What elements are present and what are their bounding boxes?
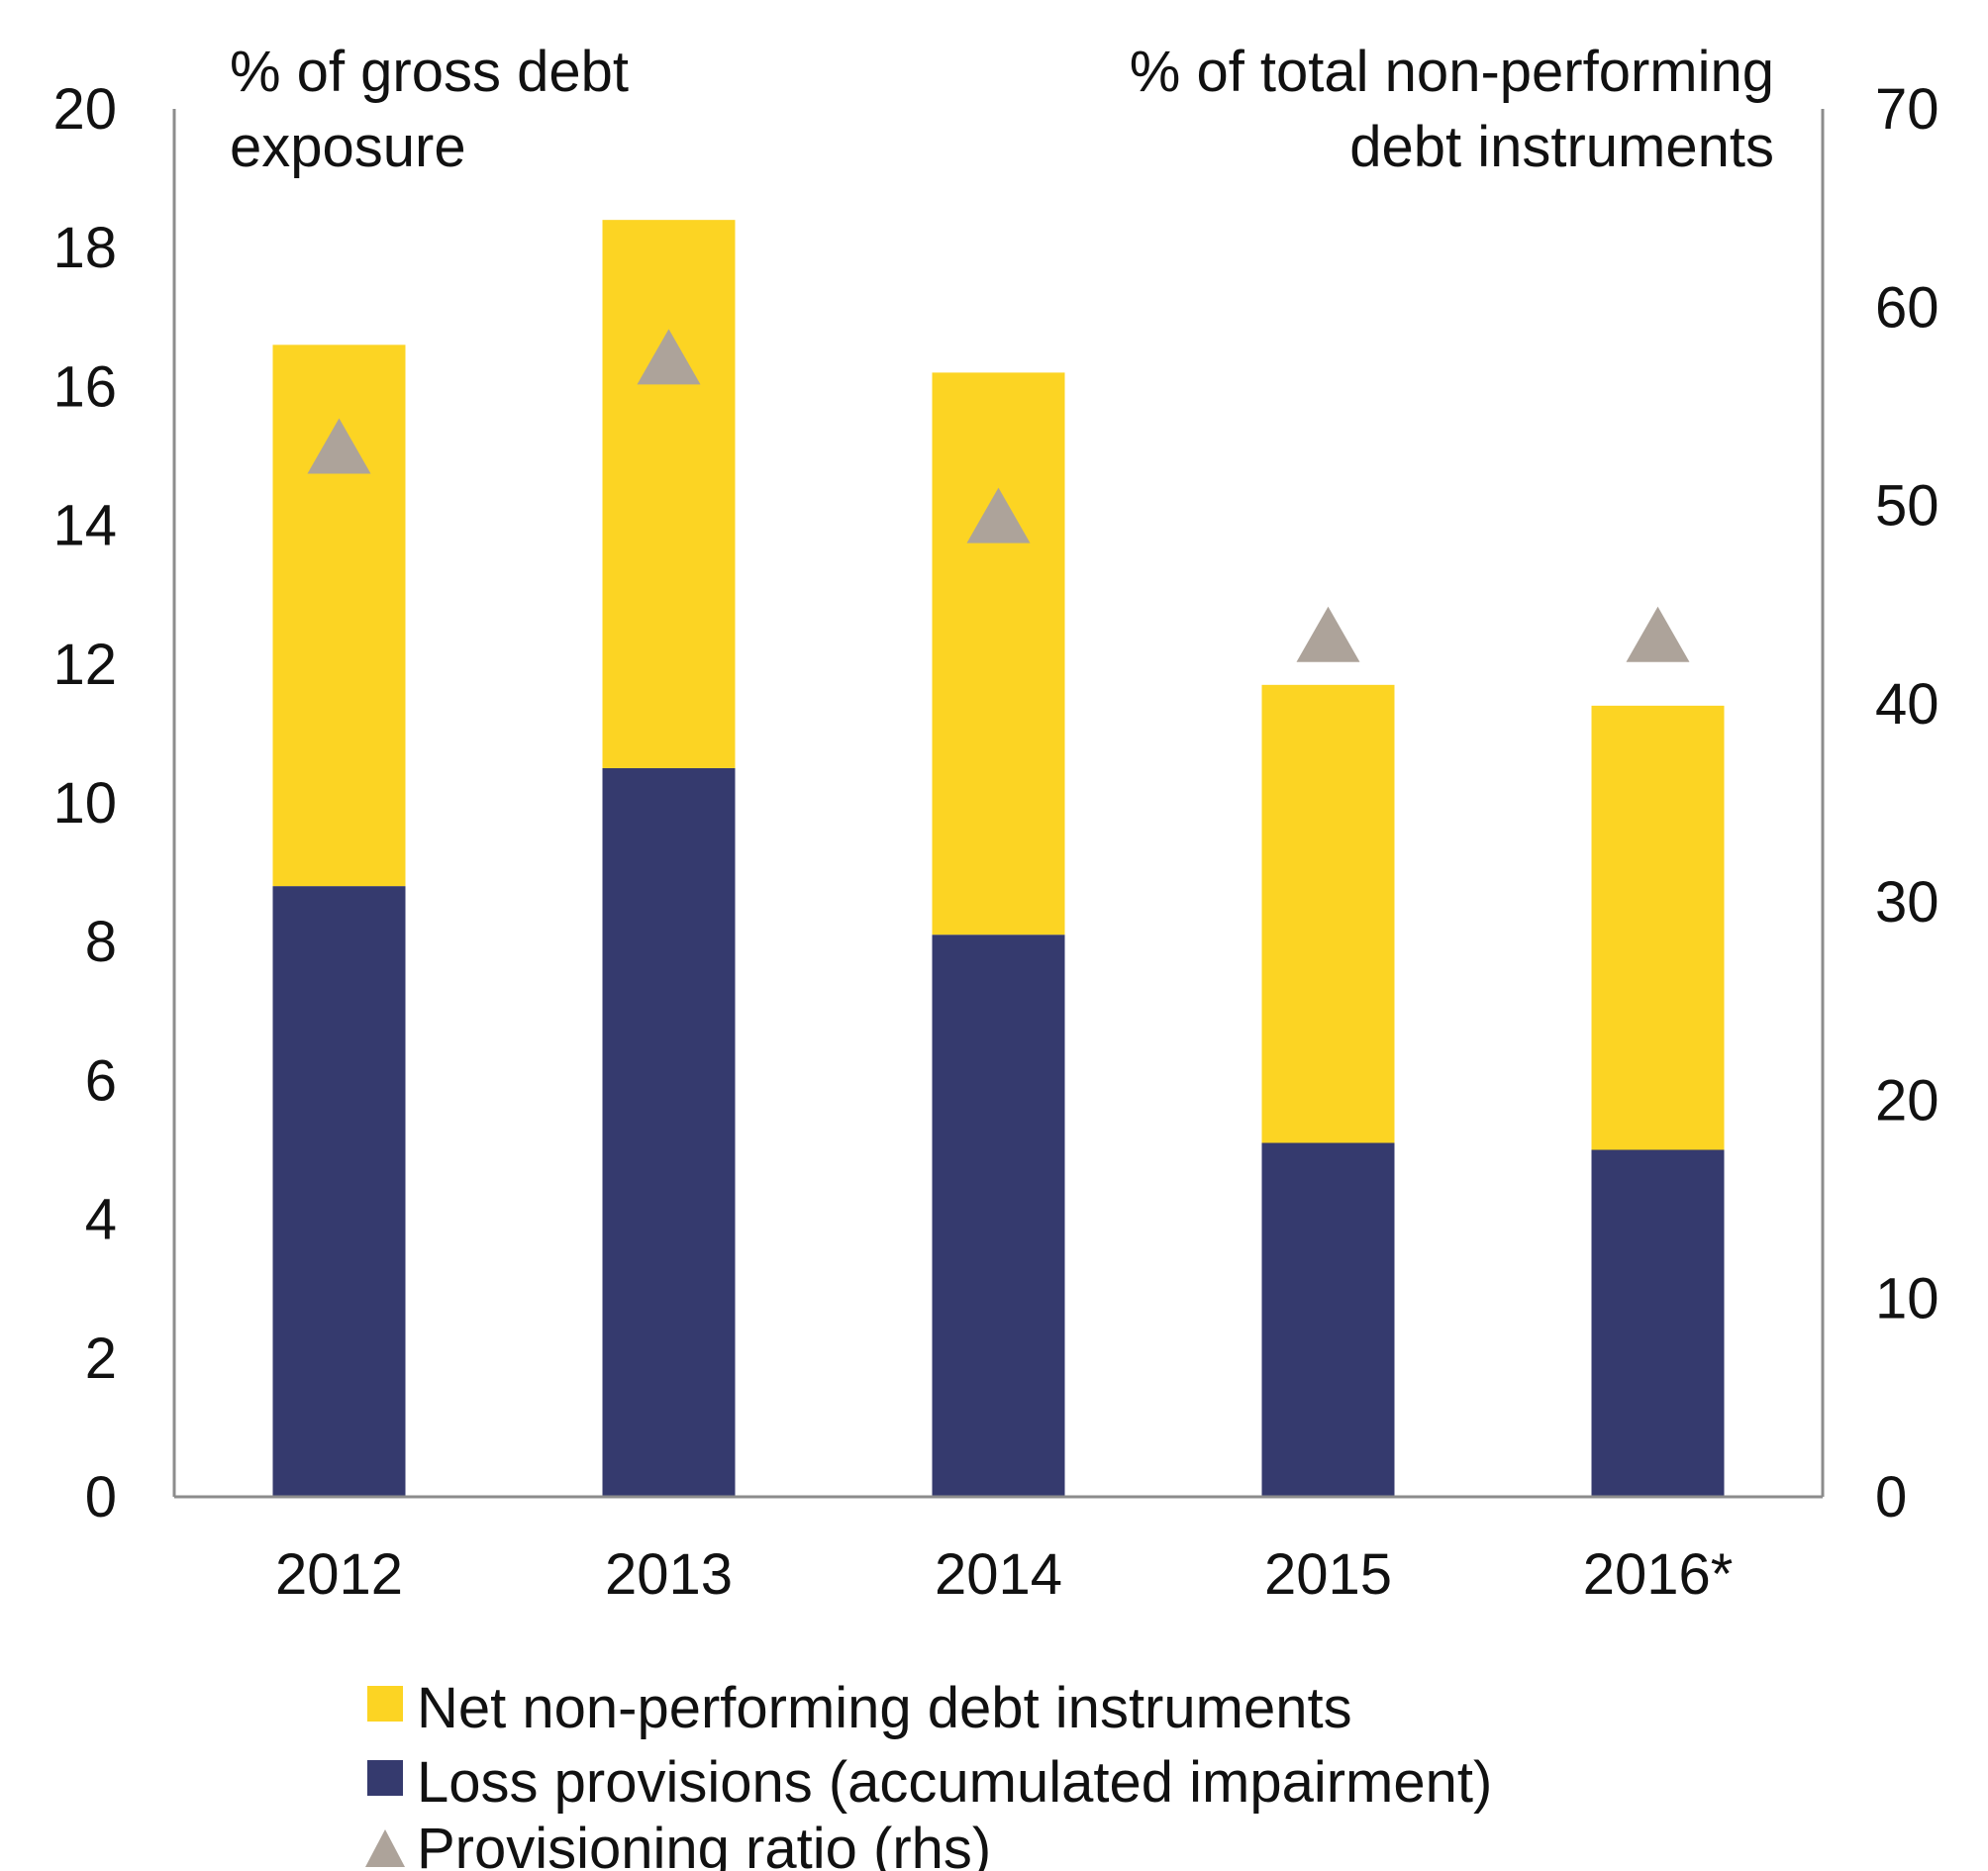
legend-swatch-net-npl bbox=[367, 1686, 403, 1722]
x-tick-label-2: 2014 bbox=[935, 1542, 1062, 1607]
left-tick-label-4: 4 bbox=[85, 1188, 117, 1252]
left-tick-label-10: 10 bbox=[52, 771, 117, 836]
x-tick-label-3: 2015 bbox=[1264, 1542, 1392, 1607]
left-tick-label-14: 14 bbox=[52, 494, 117, 558]
right-tick-label-70: 70 bbox=[1875, 77, 1939, 142]
bar-loss-provisions-1 bbox=[602, 767, 736, 1497]
left-tick-label-6: 6 bbox=[85, 1048, 117, 1113]
bar-loss-provisions-0 bbox=[272, 886, 406, 1497]
bar-net-npl-3 bbox=[1261, 684, 1395, 1143]
legend-swatch-loss-provisions bbox=[367, 1760, 403, 1796]
provisioning-ratio-marker-3 bbox=[1296, 606, 1360, 662]
right-tick-label-0: 0 bbox=[1875, 1465, 1907, 1529]
provisioning-ratio-marker-0 bbox=[307, 418, 371, 474]
right-tick-label-20: 20 bbox=[1875, 1068, 1939, 1132]
x-tick-label-1: 2013 bbox=[605, 1542, 733, 1607]
legend: Net non-performing debt instruments Loss… bbox=[365, 1676, 1492, 1871]
left-axis-title-line2: exposure bbox=[230, 115, 466, 179]
legend-label-provisioning-ratio: Provisioning ratio (rhs) bbox=[417, 1817, 991, 1871]
left-tick-label-20: 20 bbox=[52, 77, 117, 142]
left-tick-label-0: 0 bbox=[85, 1465, 117, 1529]
right-tick-label-40: 40 bbox=[1875, 672, 1939, 737]
provisioning-ratio-marker-1 bbox=[637, 329, 701, 385]
bar-net-npl-1 bbox=[602, 220, 736, 768]
left-tick-label-18: 18 bbox=[52, 216, 117, 280]
bar-net-npl-2 bbox=[932, 372, 1065, 936]
left-tick-label-16: 16 bbox=[52, 354, 117, 419]
bar-loss-provisions-3 bbox=[1261, 1142, 1395, 1497]
left-tick-label-12: 12 bbox=[52, 633, 117, 697]
right-tick-label-60: 60 bbox=[1875, 275, 1939, 340]
ticks-layer: 0 2 4 6 8 10 12 14 16 18 20 0 10 20 30 40 50 60 70 2012 2013… bbox=[52, 77, 1938, 1607]
bar-net-npl-4 bbox=[1591, 705, 1725, 1150]
right-axis-title-line2: debt instruments bbox=[1349, 115, 1774, 179]
legend-label-loss-provisions: Loss provisions (accumulated impairment) bbox=[417, 1750, 1492, 1815]
legend-marker-provisioning-ratio bbox=[365, 1829, 405, 1867]
x-tick-label-4: 2016* bbox=[1583, 1542, 1734, 1607]
axes-layer bbox=[172, 109, 1825, 1499]
right-tick-label-10: 10 bbox=[1875, 1267, 1939, 1331]
x-tick-label-0: 2012 bbox=[275, 1542, 403, 1607]
markers-layer bbox=[307, 329, 1690, 662]
right-tick-label-50: 50 bbox=[1875, 474, 1939, 539]
legend-label-net-npl: Net non-performing debt instruments bbox=[417, 1676, 1352, 1740]
right-axis-title-line1: % of total non-performing bbox=[1130, 40, 1774, 104]
left-axis-title-line1: % of gross debt bbox=[230, 40, 629, 104]
bar-loss-provisions-4 bbox=[1591, 1149, 1725, 1497]
provisioning-ratio-marker-4 bbox=[1626, 606, 1690, 662]
bar-loss-provisions-2 bbox=[932, 935, 1065, 1497]
left-tick-label-8: 8 bbox=[85, 910, 117, 974]
provisioning-ratio-marker-2 bbox=[966, 487, 1031, 543]
right-tick-label-30: 30 bbox=[1875, 870, 1939, 935]
left-tick-label-2: 2 bbox=[85, 1327, 117, 1391]
bars-layer bbox=[272, 220, 1725, 1497]
